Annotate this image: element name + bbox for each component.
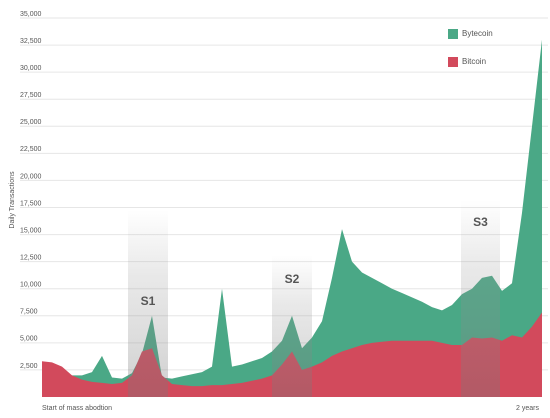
- annotation: S1: [141, 294, 156, 308]
- legend-swatch: [448, 57, 458, 67]
- x-tick-label: 2 years: [516, 405, 539, 412]
- highlight-band: [461, 200, 500, 397]
- legend-swatch: [448, 29, 458, 39]
- y-tick-label: 27,500: [20, 92, 42, 99]
- legend-label: Bitcoin: [462, 57, 486, 66]
- y-tick-label: 10,000: [20, 282, 42, 289]
- y-tick-label: 12,500: [20, 254, 42, 261]
- y-axis-label: Daily Transactions: [9, 171, 16, 229]
- y-tick-label: 22,500: [20, 146, 42, 153]
- y-tick-label: 7,500: [20, 309, 38, 316]
- y-tick-label: 5,000: [20, 336, 38, 343]
- y-tick-label: 35,000: [20, 11, 42, 18]
- y-tick-label: 20,000: [20, 173, 42, 180]
- annotation: S3: [473, 215, 488, 229]
- area: [42, 39, 542, 398]
- y-tick-label: 32,500: [20, 38, 42, 45]
- y-tick-label: 25,000: [20, 119, 42, 126]
- annotation: S2: [285, 272, 300, 286]
- highlight-band: [272, 255, 312, 397]
- legend-label: Bytecoin: [462, 29, 493, 38]
- y-tick-label: 30,000: [20, 65, 42, 72]
- y-tick-label: 2,500: [20, 363, 38, 370]
- y-tick-label: 15,000: [20, 227, 42, 234]
- highlight-band: [128, 210, 168, 397]
- y-tick-label: 17,500: [20, 200, 42, 207]
- x-tick-label: Start of mass abodtion: [42, 405, 112, 412]
